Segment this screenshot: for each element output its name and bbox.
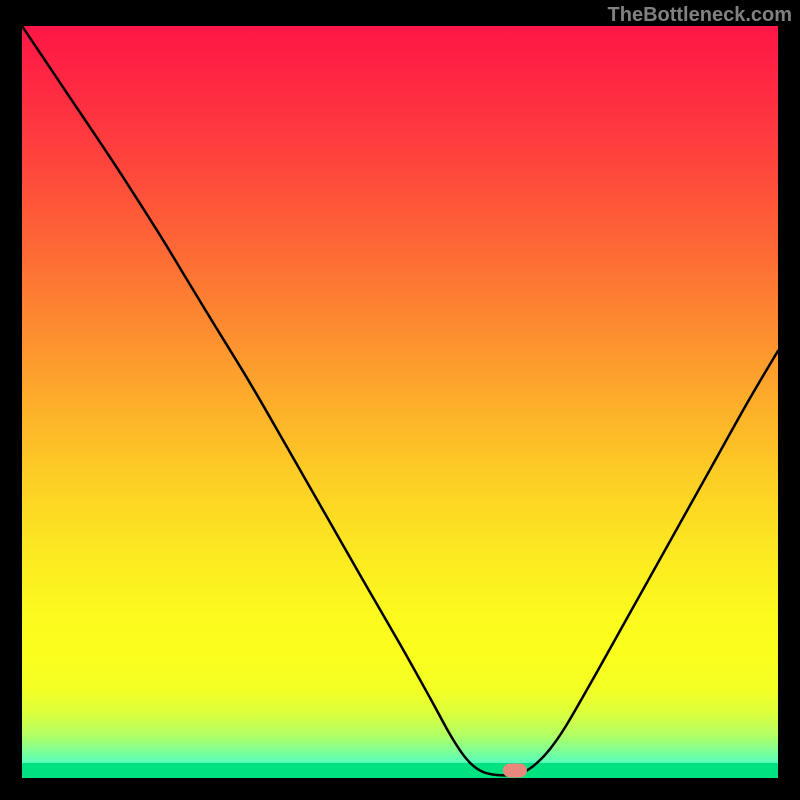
bottleneck-chart: TheBottleneck.com <box>0 0 800 800</box>
optimum-marker <box>503 763 527 777</box>
baseline-band <box>22 763 778 778</box>
plot-area <box>22 26 778 778</box>
gradient-background <box>22 26 778 778</box>
watermark-text: TheBottleneck.com <box>608 4 792 27</box>
